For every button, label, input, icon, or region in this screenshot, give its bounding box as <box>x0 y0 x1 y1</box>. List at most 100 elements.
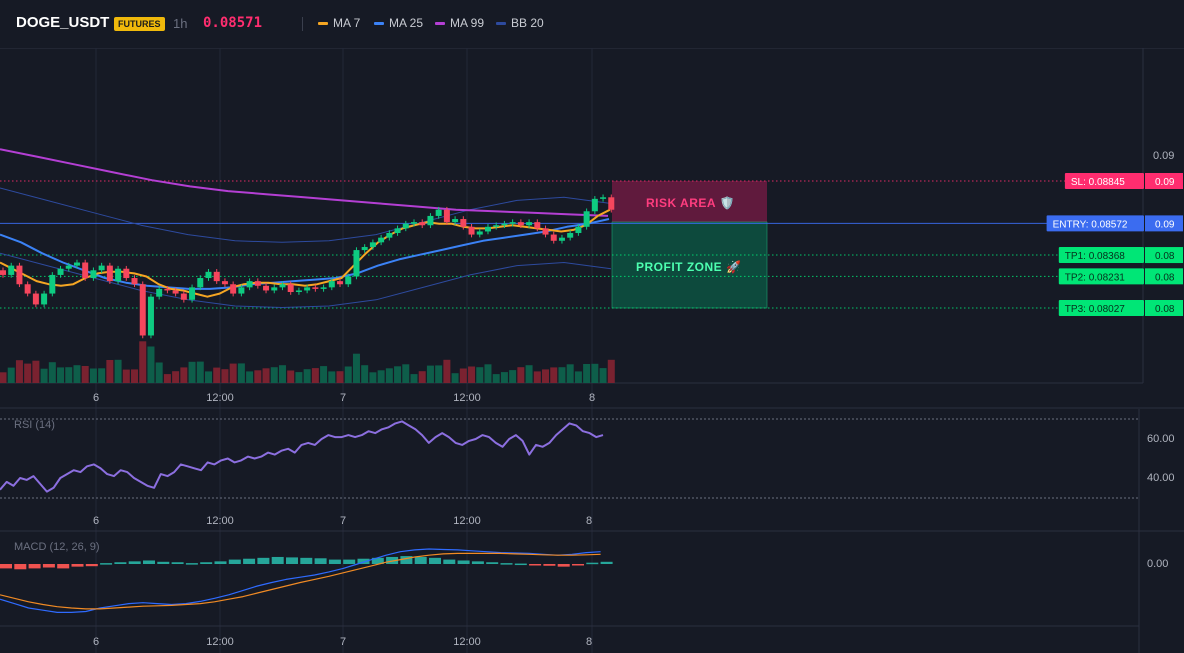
candle-body <box>90 270 97 279</box>
candle-body <box>139 284 146 336</box>
rsi-axis-label-60: 60.00 <box>1147 433 1175 445</box>
legend-bb20[interactable]: BB 20 <box>496 16 544 30</box>
time-label: 12:00 <box>206 392 234 404</box>
candle-body <box>246 281 253 288</box>
macd-histogram-bar <box>300 557 313 564</box>
level-tag[interactable] <box>1064 173 1144 189</box>
profit-zone-box[interactable] <box>611 221 768 309</box>
candle-body <box>147 296 154 336</box>
volume-bar <box>147 346 155 383</box>
legend-ma7[interactable]: MA 7 <box>318 16 360 30</box>
volume-bar <box>65 367 73 383</box>
level-tag[interactable] <box>1058 268 1144 285</box>
candle-body <box>197 278 204 288</box>
volume-bar <box>229 363 237 383</box>
timeframe-selector[interactable]: 1h <box>173 16 188 31</box>
volume-bar <box>484 364 492 383</box>
legend-ma99-label: MA 99 <box>450 16 485 30</box>
legend-ma7-label: MA 7 <box>333 16 361 30</box>
time-label: 7 <box>340 636 346 648</box>
legend-ma99[interactable]: MA 99 <box>435 16 484 30</box>
candle-body <box>0 270 6 275</box>
rsi-pane-title[interactable]: RSI (14) <box>14 419 55 431</box>
risk-area-box[interactable] <box>612 181 767 222</box>
level-lines <box>0 180 1143 309</box>
macd-histogram-bar <box>42 564 55 568</box>
level-axis-tag <box>1145 215 1183 232</box>
candle-body <box>337 281 344 285</box>
volume-bar <box>377 370 385 383</box>
candle-body <box>115 268 122 282</box>
volume-bar <box>114 359 122 383</box>
candle-body <box>550 234 557 241</box>
volume-bar <box>328 371 336 383</box>
legend-ma25[interactable]: MA 25 <box>374 16 423 30</box>
time-label: 7 <box>340 515 346 527</box>
volume-bar <box>98 368 106 383</box>
macd-histogram-bar <box>114 562 127 564</box>
candle-body <box>106 265 113 282</box>
bollinger-bands <box>0 187 612 308</box>
time-label: 8 <box>589 392 595 404</box>
volume-bar <box>155 362 163 383</box>
volume-bar <box>468 366 476 383</box>
volume-bar <box>336 371 344 383</box>
candle-body <box>328 281 335 288</box>
volume-bar <box>410 374 418 383</box>
level-tag[interactable] <box>1046 215 1144 232</box>
volume-bar <box>89 368 97 383</box>
volume-bar <box>0 372 7 383</box>
time-label: 12:00 <box>453 515 481 527</box>
level-axis-tag <box>1145 300 1183 316</box>
candle-body <box>369 242 376 247</box>
volume-bar <box>402 364 410 383</box>
macd-histogram-bar <box>343 559 356 564</box>
candle-body <box>608 197 615 210</box>
volume-bar <box>40 368 48 383</box>
macd-histogram-bar <box>328 559 341 564</box>
candle-body <box>443 209 450 223</box>
macd-histogram-bar <box>600 561 613 564</box>
macd-pane-title[interactable]: MACD (12, 26, 9) <box>14 541 100 553</box>
candlesticks <box>0 194 615 339</box>
candle-body <box>435 209 442 216</box>
level-axis-label: 0.08 <box>1155 304 1175 315</box>
time-label: 7 <box>340 392 346 404</box>
candle-body <box>501 223 508 226</box>
symbol-title[interactable]: DOGE_USDT <box>16 14 110 31</box>
candle-body <box>386 233 393 238</box>
volume-bar <box>205 371 212 383</box>
time-label: 6 <box>93 392 99 404</box>
time-label: 12:00 <box>453 392 481 404</box>
candle-body <box>24 284 31 294</box>
volume-bar <box>361 365 369 383</box>
volume-bar <box>509 370 517 383</box>
candle-body <box>189 287 196 300</box>
candle-body <box>468 226 475 235</box>
candle-body <box>353 250 360 277</box>
profit-zone-label: PROFIT ZONE 🚀 <box>636 260 741 274</box>
volume-bar <box>344 366 352 383</box>
level-tag-label: TP3: 0.08027 <box>1065 304 1125 315</box>
macd-histogram-bar <box>314 558 327 564</box>
macd-histogram-bar <box>543 564 556 566</box>
candle-body <box>591 198 598 212</box>
volume-bar <box>533 371 541 383</box>
volume-bar <box>106 360 114 383</box>
level-tags[interactable]: SL: 0.08845 0.09 ENTRY: 0.08572 0.09 TP1: 0.… <box>1046 173 1183 316</box>
macd-histogram-bar <box>271 556 284 564</box>
level-tag[interactable] <box>1058 247 1144 264</box>
volume-bar <box>607 359 615 383</box>
macd-histogram-bar <box>443 559 456 564</box>
level-axis-label: 0.09 <box>1155 219 1175 230</box>
candle-body <box>517 222 524 226</box>
futures-badge: FUTURES <box>114 17 165 31</box>
volume-bar <box>163 374 171 383</box>
macd-histogram-bar <box>486 562 499 564</box>
candle-body <box>600 197 607 199</box>
macd-histogram-bar <box>85 564 98 567</box>
level-tag[interactable] <box>1058 300 1144 316</box>
volume-bar <box>418 371 426 383</box>
volume-bar <box>213 367 221 383</box>
